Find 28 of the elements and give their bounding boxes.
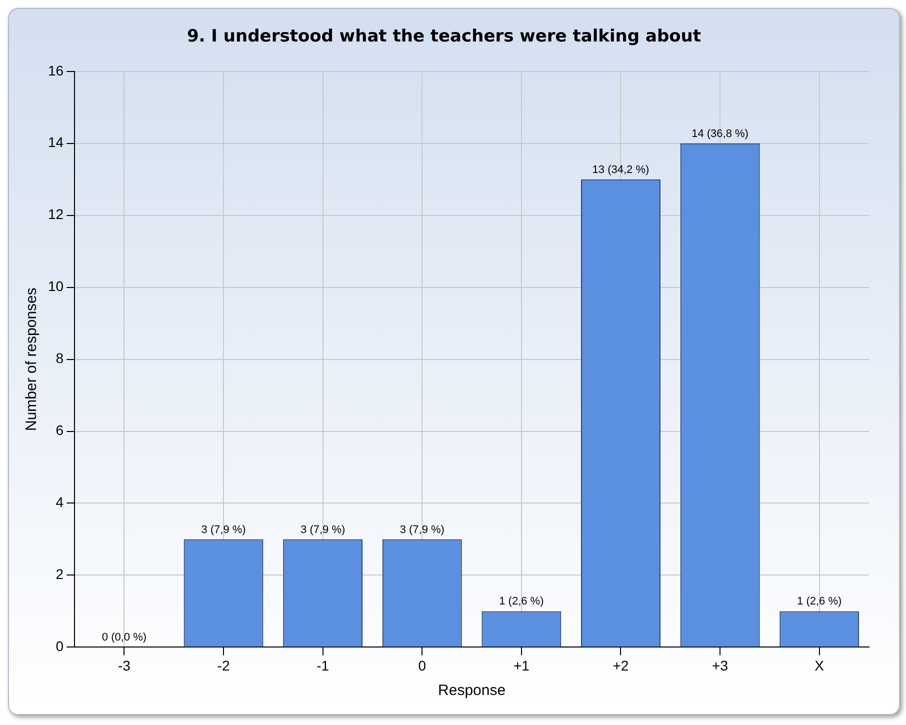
y-tick-label: 10 — [48, 278, 64, 294]
data-label: 1 (2,6 %) — [797, 596, 842, 608]
x-tick-label: X — [814, 657, 825, 674]
data-label: 1 (2,6 %) — [499, 596, 544, 608]
x-tick-label: -2 — [217, 657, 230, 674]
y-tick-label: 6 — [56, 422, 64, 438]
x-tick-label: +1 — [513, 657, 530, 674]
data-label: 14 (36,8 %) — [692, 128, 748, 140]
x-tick-label: +2 — [612, 657, 629, 674]
y-tick-label: 16 — [48, 62, 64, 78]
y-tick-label: 4 — [56, 494, 64, 510]
data-label: 13 (34,2 %) — [592, 164, 650, 176]
x-tick-label: -1 — [316, 657, 330, 674]
x-tick-label: +3 — [712, 657, 728, 674]
y-tick-label: 2 — [56, 566, 64, 582]
data-label: 3 (7,9 %) — [300, 524, 346, 536]
x-tick-label: -3 — [118, 657, 131, 674]
data-label: 0 (0,0 %) — [102, 632, 147, 644]
y-axis-title: Number of responses — [23, 288, 40, 432]
data-label: 3 (7,9 %) — [400, 524, 444, 536]
y-tick-label: 0 — [56, 638, 64, 654]
data-label: 3 (7,9 %) — [201, 524, 246, 536]
chart-title: 9. I understood what the teachers were talking about — [186, 26, 702, 47]
y-tick-label: 14 — [48, 134, 64, 150]
x-tick-label: 0 — [418, 657, 426, 674]
x-axis-title: Response — [438, 682, 506, 700]
y-tick-label: 12 — [48, 206, 64, 222]
y-tick-label: 8 — [56, 350, 64, 366]
